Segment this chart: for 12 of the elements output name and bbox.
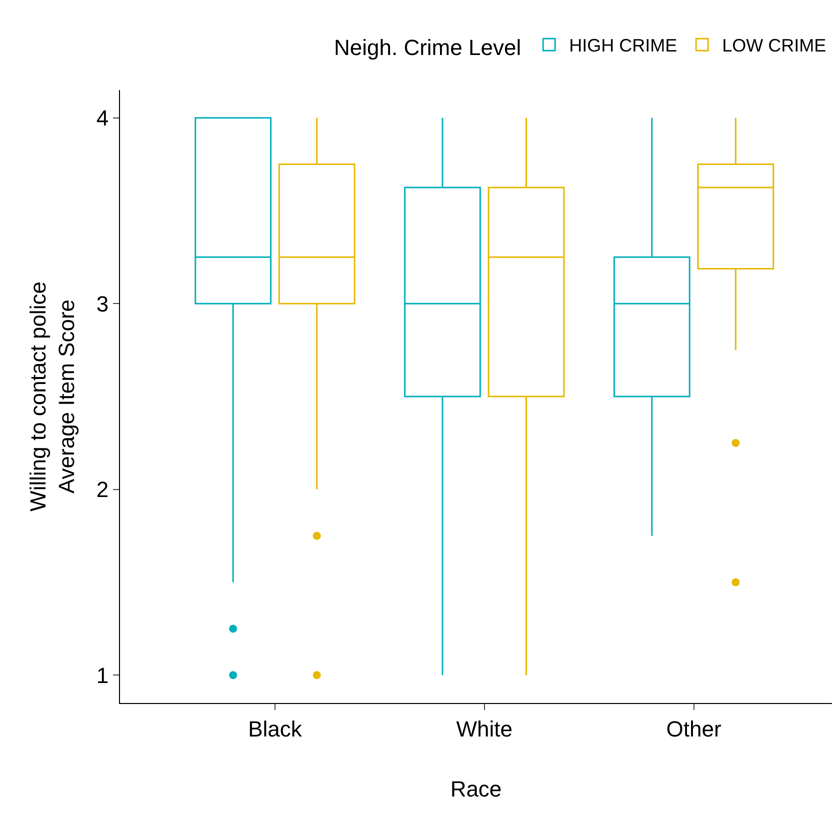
- y-axis-title: Willing to contact police Average Item Score: [26, 282, 80, 512]
- x-tick-label: Black: [248, 716, 303, 742]
- y-tick-label: 2: [96, 477, 109, 502]
- y-tick-label: 1: [96, 662, 109, 688]
- legend-label: HIGH CRIME: [569, 36, 678, 56]
- y-tick-label: 4: [96, 106, 109, 131]
- legend-label: LOW CRIME: [722, 36, 826, 56]
- x-tick-label: Other: [666, 716, 722, 742]
- x-axis-title: Race: [450, 776, 502, 802]
- y-tick-label: 3: [96, 291, 109, 316]
- legend-title: Neigh. Crime Level: [334, 35, 522, 60]
- x-tick-label: White: [456, 716, 513, 742]
